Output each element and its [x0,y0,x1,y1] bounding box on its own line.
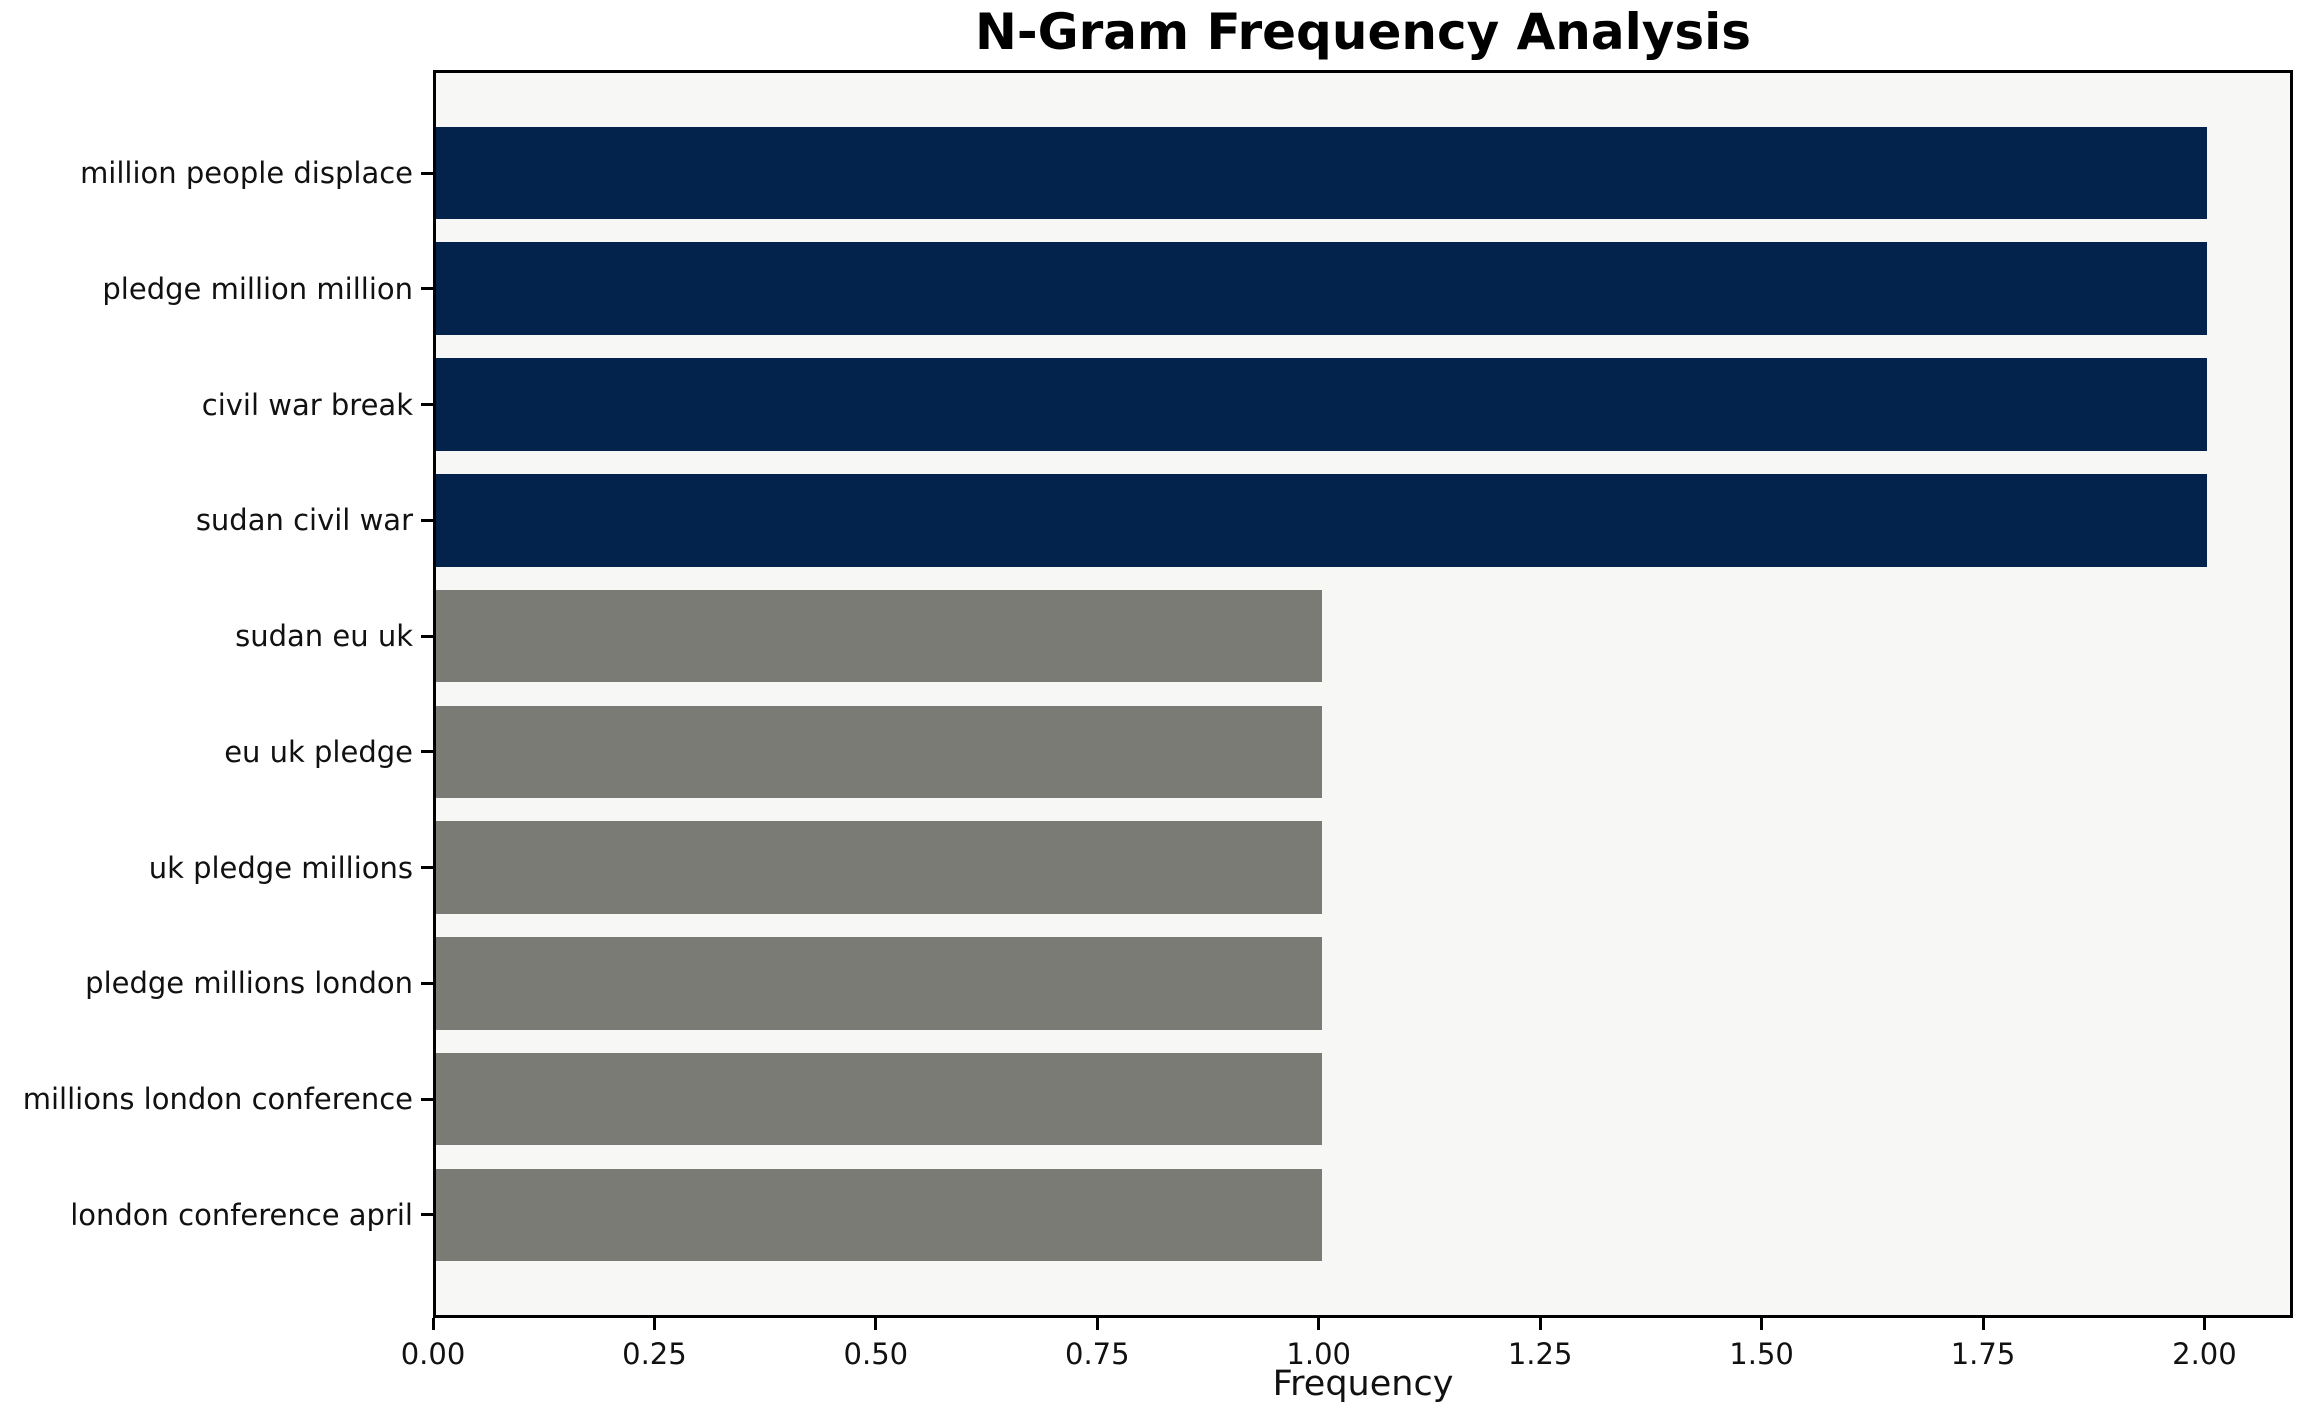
bar [436,705,1322,799]
bar [436,474,2208,567]
bar [436,242,2208,336]
x-tick-label: 0.25 [622,1337,687,1371]
y-tick-mark [421,518,433,522]
x-tick-label: 0.75 [1064,1337,1130,1371]
x-tick-label: 1.75 [1950,1337,2016,1371]
bar [436,126,2208,220]
y-tick-mark [421,1213,433,1217]
y-tick-label: millions london conference [22,1082,413,1117]
x-tick-label: 1.50 [1729,1337,1794,1371]
y-tick-mark [421,750,433,754]
bar [436,589,1322,683]
x-tick-mark [2202,1318,2206,1330]
x-tick-mark [1981,1318,1985,1330]
y-tick-label: pledge millions london [85,966,413,1001]
x-tick-mark [1760,1318,1764,1330]
x-tick-label: 0.00 [400,1337,466,1371]
y-tick-mark [421,1097,433,1101]
y-tick-label: million people displace [80,156,413,191]
bar [436,1168,1322,1262]
x-tick-mark [652,1318,656,1330]
x-tick-mark [874,1318,878,1330]
y-tick-mark [421,287,433,291]
plot-area [433,70,2293,1318]
y-tick-label: london conference april [70,1197,413,1232]
y-tick-label: sudan eu uk [235,619,413,654]
y-tick-mark [421,634,433,638]
x-tick-mark [431,1318,435,1330]
chart-title: N-Gram Frequency Analysis [974,3,1752,61]
y-tick-mark [421,171,433,175]
bar [436,821,1322,914]
y-tick-label: sudan civil war [195,503,413,538]
y-tick-label: pledge million million [102,271,413,306]
x-tick-label: 1.00 [1286,1337,1351,1371]
x-tick-label: 1.25 [1507,1337,1573,1371]
y-tick-label: uk pledge millions [148,850,413,885]
x-tick-label: 0.50 [843,1337,909,1371]
x-tick-mark [1095,1318,1099,1330]
bar [436,358,2208,451]
y-tick-label: eu uk pledge [224,734,413,769]
bar [436,1052,1322,1146]
y-tick-mark [421,981,433,985]
x-tick-mark [1538,1318,1542,1330]
y-tick-mark [421,403,433,407]
x-tick-mark [1317,1318,1321,1330]
x-tick-label: 2.00 [2172,1337,2237,1371]
x-axis-label: Frequency [1272,1364,1454,1404]
bar [436,937,1322,1030]
y-tick-label: civil war break [201,387,413,422]
y-tick-mark [421,866,433,870]
